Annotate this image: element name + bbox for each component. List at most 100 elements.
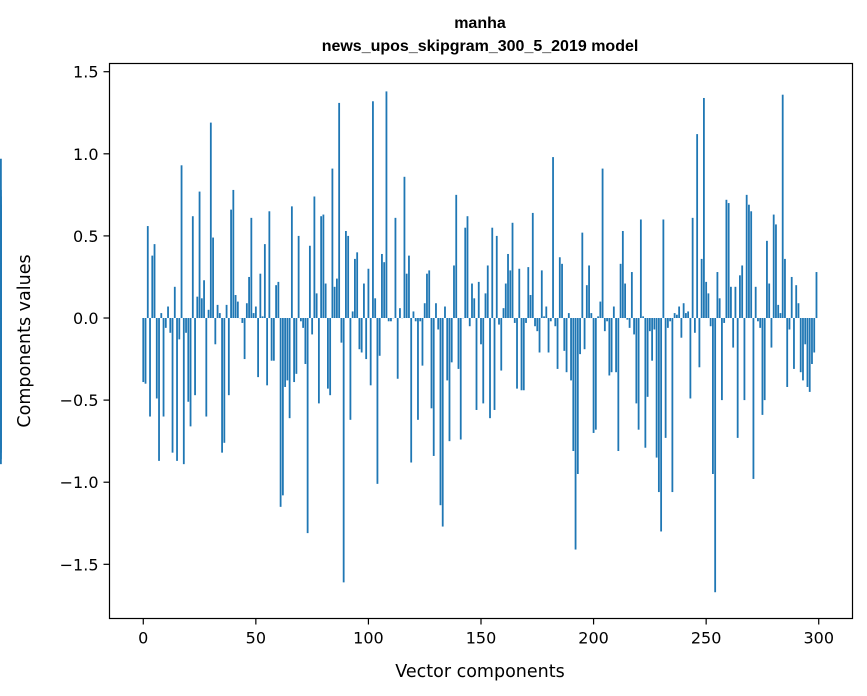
bar-130 bbox=[435, 303, 437, 319]
bar-281 bbox=[775, 224, 777, 319]
bar-71 bbox=[302, 318, 305, 328]
bar-37 bbox=[225, 304, 228, 319]
bar-220 bbox=[637, 318, 640, 430]
bar-202 bbox=[597, 316, 599, 319]
bar-117 bbox=[405, 273, 408, 319]
bar-144 bbox=[466, 216, 469, 319]
bar-24 bbox=[196, 296, 199, 319]
bar-168 bbox=[520, 318, 523, 391]
bar-175 bbox=[536, 318, 539, 332]
bar-195 bbox=[581, 232, 584, 319]
bar-206 bbox=[606, 318, 608, 322]
bar-121 bbox=[414, 318, 417, 322]
bar-63 bbox=[284, 318, 287, 387]
bar-9 bbox=[162, 318, 165, 417]
bar-124 bbox=[421, 318, 424, 366]
bar-153 bbox=[486, 265, 489, 319]
bar-49 bbox=[252, 313, 255, 319]
bar-51 bbox=[257, 318, 259, 378]
bar-167 bbox=[518, 268, 521, 319]
bar-246 bbox=[696, 134, 699, 319]
bar-210 bbox=[615, 318, 617, 373]
bar-110 bbox=[390, 318, 392, 322]
bar-90 bbox=[345, 230, 347, 319]
bar-35 bbox=[221, 318, 223, 453]
bar-1 bbox=[144, 318, 147, 384]
bar-211 bbox=[617, 318, 620, 452]
bar-20 bbox=[187, 318, 190, 402]
bar-250 bbox=[705, 281, 708, 319]
bar-212 bbox=[619, 263, 622, 319]
bar-180 bbox=[547, 318, 550, 353]
bar-173 bbox=[531, 212, 534, 319]
bar-299 bbox=[815, 272, 818, 319]
bar-297 bbox=[811, 318, 813, 364]
bar-40 bbox=[232, 189, 235, 319]
bar-277 bbox=[766, 240, 768, 319]
bar-224 bbox=[646, 318, 649, 397]
bar-232 bbox=[664, 318, 667, 438]
bar-138 bbox=[453, 265, 455, 319]
bar-39 bbox=[230, 209, 232, 319]
bar-129 bbox=[432, 318, 435, 456]
bar-207 bbox=[608, 318, 611, 376]
bar-132 bbox=[439, 318, 442, 506]
bar-74 bbox=[308, 245, 311, 319]
bar-181 bbox=[549, 318, 552, 322]
bar-286 bbox=[786, 318, 789, 387]
x-axis-label: Vector components bbox=[395, 662, 564, 682]
bar-276 bbox=[763, 318, 766, 401]
bar-148 bbox=[475, 318, 478, 410]
chart-subtitle: news_upos_skipgram_300_5_2019 model bbox=[322, 38, 639, 55]
bar-172 bbox=[529, 295, 532, 319]
bar-188 bbox=[565, 318, 568, 373]
bar-14 bbox=[173, 286, 176, 319]
bar-165 bbox=[513, 318, 516, 323]
bar-133 bbox=[441, 318, 444, 527]
bar-147 bbox=[473, 298, 476, 319]
bar-135 bbox=[446, 318, 449, 381]
bar-38 bbox=[227, 318, 230, 396]
bar-159 bbox=[500, 318, 503, 371]
bar-46 bbox=[245, 303, 248, 319]
bar-12 bbox=[169, 318, 172, 333]
bar-166 bbox=[516, 318, 518, 389]
bar-274 bbox=[759, 318, 762, 328]
bar-284 bbox=[781, 94, 784, 319]
bar-221 bbox=[639, 219, 642, 319]
bar-60 bbox=[277, 281, 280, 319]
bar-108 bbox=[385, 91, 388, 319]
bar-105 bbox=[378, 318, 381, 356]
y-tick-label: 0.5 bbox=[73, 227, 98, 246]
bar-217 bbox=[630, 272, 633, 319]
bar-86 bbox=[336, 278, 338, 319]
bar-62 bbox=[281, 318, 284, 496]
y-tick-label: 0.0 bbox=[73, 309, 98, 328]
bar-69 bbox=[297, 235, 300, 319]
bar-65 bbox=[288, 318, 291, 419]
y-tick-label: 1.5 bbox=[73, 63, 98, 82]
bar-199 bbox=[590, 313, 593, 319]
bar-83 bbox=[329, 318, 332, 396]
bar-225 bbox=[648, 318, 651, 332]
bar-139 bbox=[455, 194, 458, 319]
bar-56 bbox=[268, 211, 271, 319]
bar-17 bbox=[180, 165, 183, 319]
x-tick-label: 50 bbox=[246, 629, 266, 648]
bar-101 bbox=[369, 318, 372, 386]
bar-231 bbox=[662, 219, 665, 319]
bar-201 bbox=[594, 318, 597, 430]
bar-68 bbox=[295, 318, 298, 374]
bar-174 bbox=[534, 318, 536, 327]
x-tick-label: 150 bbox=[466, 629, 497, 648]
bar-161 bbox=[504, 283, 507, 319]
bar-45 bbox=[243, 318, 246, 360]
bar-109 bbox=[387, 318, 390, 322]
bar-4 bbox=[151, 255, 154, 319]
bar-228 bbox=[655, 318, 658, 458]
bar-106 bbox=[381, 253, 383, 319]
bar-208 bbox=[610, 318, 613, 373]
bar-58 bbox=[272, 318, 275, 361]
bar-6 bbox=[155, 318, 158, 399]
